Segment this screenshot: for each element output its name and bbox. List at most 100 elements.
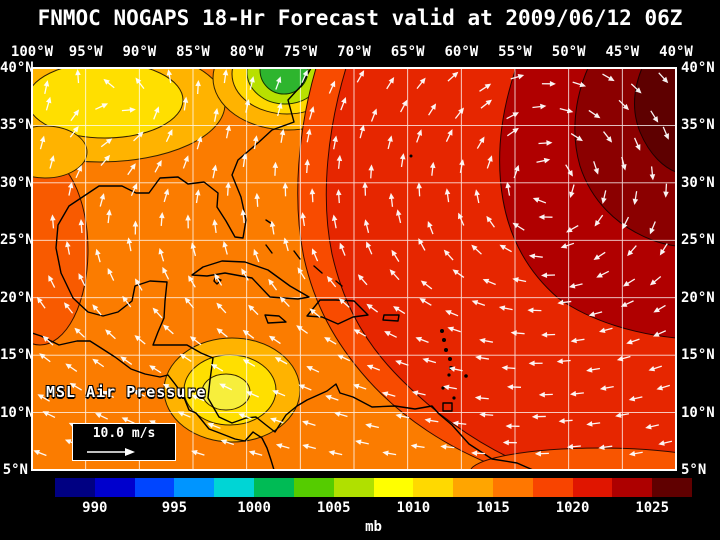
- colorbar-segment: [652, 478, 692, 497]
- wind-arrow-icon: [196, 135, 203, 150]
- wind-arrow-icon: [45, 96, 52, 111]
- wind-speed-legend: 10.0 m/s: [72, 423, 176, 461]
- wind-arrow-icon: [458, 212, 465, 226]
- wind-arrow-icon: [505, 181, 511, 196]
- lon-tick-label: 75°W: [283, 44, 318, 60]
- wind-arrow-icon: [560, 242, 575, 249]
- wind-arrow-icon: [429, 161, 436, 176]
- wind-arrow-icon: [428, 103, 437, 116]
- wind-arrow-icon: [311, 248, 319, 262]
- wind-arrow-icon: [107, 267, 115, 281]
- wind-arrow-icon: [272, 161, 279, 176]
- wind-arrow-icon: [645, 423, 659, 430]
- wind-arrow-icon: [130, 182, 138, 197]
- wind-arrow-icon: [132, 220, 139, 235]
- wind-arrow-icon: [92, 304, 102, 316]
- wind-arrow-icon: [326, 275, 337, 288]
- wind-arrow-icon: [419, 298, 432, 306]
- wind-arrow-icon: [238, 413, 252, 420]
- wind-arrow-icon: [627, 245, 637, 257]
- wind-arrow-icon: [275, 76, 282, 90]
- wind-arrow-icon: [191, 450, 205, 456]
- colorbar-segment: [333, 478, 374, 497]
- wind-arrow-icon: [359, 124, 365, 139]
- wind-arrow-icon: [328, 450, 343, 456]
- wind-arrow-icon: [418, 238, 426, 251]
- wind-arrow-icon: [244, 98, 251, 113]
- wind-arrow-icon: [302, 420, 316, 426]
- wind-arrow-icon: [626, 338, 640, 345]
- wind-arrow-icon: [659, 243, 668, 256]
- wind-arrow-icon: [134, 335, 146, 345]
- wind-arrow-icon: [42, 411, 56, 419]
- page-title: FNMOC NOGAPS 18-Hr Forecast valid at 200…: [37, 6, 683, 30]
- wind-arrow-icon: [510, 330, 525, 336]
- wind-arrow-icon: [300, 212, 306, 227]
- wind-arrow-icon: [42, 335, 54, 346]
- lat-tick-label: 15°N: [681, 347, 715, 364]
- wind-arrow-icon: [70, 109, 80, 122]
- wind-arrow-icon: [297, 267, 306, 280]
- wind-arrow-icon: [541, 331, 556, 338]
- wind-arrow-icon: [593, 251, 606, 260]
- wind-arrow-icon: [424, 417, 439, 424]
- wind-arrow-icon: [616, 355, 631, 362]
- wind-arrow-icon: [480, 99, 493, 109]
- wind-arrow-icon: [337, 354, 351, 362]
- wind-arrow-icon: [225, 124, 231, 139]
- wind-arrow-icon: [558, 418, 573, 424]
- wind-arrow-icon: [630, 83, 642, 94]
- bahamas-coastline: [213, 219, 343, 287]
- wind-arrow-icon: [301, 69, 308, 83]
- wind-arrow-icon: [628, 395, 643, 402]
- wind-arrow-icon: [216, 302, 227, 314]
- wind-arrow-icon: [334, 411, 348, 418]
- wind-arrow-icon: [586, 367, 601, 373]
- wind-arrow-icon: [158, 247, 165, 262]
- wind-arrow-icon: [565, 164, 573, 177]
- wind-arrow-icon: [594, 214, 604, 227]
- wind-arrow-icon: [222, 69, 229, 84]
- wind-arrow-icon: [65, 363, 78, 372]
- wind-arrow-icon: [63, 302, 74, 314]
- wind-arrow-icon: [69, 126, 79, 138]
- wind-arrow-icon: [598, 444, 613, 451]
- wind-arrow-icon: [275, 443, 290, 449]
- wind-arrow-icon: [400, 99, 408, 113]
- lat-tick-label: 20°N: [681, 289, 715, 306]
- wind-arrow-icon: [391, 249, 400, 262]
- wind-arrow-icon: [474, 395, 489, 401]
- wind-arrow-icon: [452, 420, 467, 427]
- wind-arrow-icon: [479, 337, 494, 344]
- wind-arrow-icon: [506, 112, 519, 120]
- wind-arrow-icon: [165, 129, 173, 142]
- cuba-coastline: [191, 260, 310, 300]
- wind-arrow-icon: [120, 356, 133, 365]
- wind-arrow-icon: [163, 188, 170, 203]
- wind-arrow-icon: [127, 163, 136, 176]
- wind-arrow-icon: [95, 413, 109, 420]
- wind-arrow-icon: [422, 357, 437, 364]
- wind-arrow-icon: [602, 73, 615, 82]
- colorbar-tick-label: 1000: [237, 500, 271, 516]
- wind-arrow-icon: [248, 450, 263, 456]
- wind-arrow-icon: [416, 77, 426, 90]
- wind-arrow-icon: [306, 366, 320, 373]
- wind-arrow-icon: [353, 329, 367, 337]
- lat-tick-label: 40°N: [0, 60, 34, 76]
- colorbar-segment: [572, 478, 613, 497]
- wind-arrow-icon: [476, 136, 485, 149]
- wind-arrow-icon: [269, 220, 276, 235]
- wind-arrow-icon: [541, 272, 556, 279]
- wind-arrow-icon: [416, 129, 423, 143]
- wind-arrow-icon: [248, 304, 259, 316]
- wind-arrow-icon: [388, 192, 395, 207]
- wind-arrow-icon: [366, 241, 373, 255]
- wind-arrow-icon: [362, 181, 368, 196]
- wind-arrow-icon: [381, 391, 396, 397]
- wind-arrow-icon: [569, 390, 584, 397]
- pacific-coastline: [32, 332, 275, 470]
- wind-arrow-icon: [100, 154, 111, 166]
- colorbar-segment: [293, 478, 334, 497]
